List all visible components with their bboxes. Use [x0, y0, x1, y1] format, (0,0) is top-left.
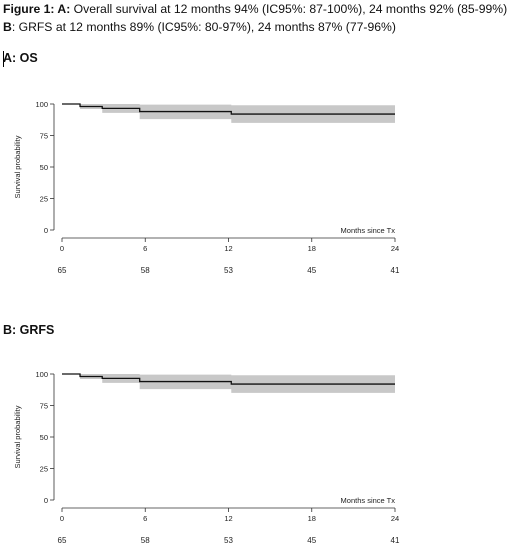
- panel-1-number-at-risk: 53: [224, 536, 233, 545]
- panel-0-number-at-risk: 65: [58, 266, 67, 275]
- panel-1-x-tick-label: 24: [391, 514, 399, 523]
- panel-1-y-tick-label: 25: [40, 465, 48, 474]
- panel-0-survival-line-0: [62, 103, 395, 115]
- panel-1-number-at-risk: 65: [58, 536, 67, 545]
- panel-1-number-at-risk: 41: [391, 536, 400, 545]
- panel-1-y-tick-label: 50: [40, 433, 48, 442]
- panel-1-y-axis-title: Survival probability: [13, 405, 22, 468]
- text-cursor: [3, 51, 4, 67]
- panel-0-x-tick-label: 24: [391, 244, 399, 253]
- panel-1-x-tick-label: 18: [308, 514, 316, 523]
- panel-0-number-at-risk: 53: [224, 266, 233, 275]
- km-chart-os: 0 25 50 75 100 0 6 12 18 24 Survival probability Mo…: [13, 100, 400, 275]
- panel-0-y-tick-label: 25: [40, 195, 48, 204]
- panel-1-survival-line-0: [62, 373, 395, 385]
- panel-title-os: A: OS: [3, 51, 38, 65]
- panel-1-y-tick-label: 100: [35, 370, 48, 379]
- panel-0-number-at-risk: 45: [307, 266, 316, 275]
- panel-1-number-at-risk: 58: [141, 536, 150, 545]
- panel-1-x-axis-title: Months since Tx: [341, 496, 396, 505]
- panel-1-y-tick-label: 0: [44, 496, 48, 505]
- figure-caption-line-2: B: GRFS at 12 months 89% (IC95%: 80-97%)…: [3, 20, 396, 35]
- panel-0-x-tick-label: 18: [308, 244, 316, 253]
- panel-0-y-tick-label: 100: [35, 100, 48, 109]
- caption-2-text: : GRFS at 12 months 89% (IC95%: 80-97%),…: [11, 20, 396, 34]
- figure-caption-line-1: Figure 1: A: Overall survival at 12 mont…: [3, 2, 507, 17]
- panel-0-y-tick-label: 50: [40, 163, 48, 172]
- panel-0-x-tick-label: 0: [60, 244, 64, 253]
- panel-1-ci-band: [62, 374, 395, 393]
- caption-2-bold: B: [3, 20, 12, 34]
- panel-0-y-tick-label: 0: [44, 226, 48, 235]
- caption-1-text: Overall survival at 12 months 94% (IC95%…: [70, 2, 508, 16]
- panel-0-x-axis-title: Months since Tx: [341, 226, 396, 235]
- panel-0-ci-band: [62, 104, 395, 123]
- panel-0-x-tick-label: 12: [224, 244, 232, 253]
- panel-0-number-at-risk: 58: [141, 266, 150, 275]
- panel-1-x-tick-label: 12: [224, 514, 232, 523]
- panel-1-number-at-risk: 45: [307, 536, 316, 545]
- caption-1-bold: Figure 1: A:: [3, 2, 71, 16]
- panel-0-x-tick-label: 6: [143, 244, 147, 253]
- panel-0-number-at-risk: 41: [391, 266, 400, 275]
- panel-1-x-tick-label: 6: [143, 514, 147, 523]
- panel-1-x-tick-label: 0: [60, 514, 64, 523]
- panel-0-y-tick-label: 75: [40, 132, 48, 141]
- panel-1-y-tick-label: 75: [40, 402, 48, 411]
- km-chart-grfs: 0 25 50 75 100 0 6 12 18 24 Survival probability Mo…: [13, 370, 400, 545]
- panel-title-grfs: B: GRFS: [3, 323, 55, 337]
- panel-0-y-axis-title: Survival probability: [13, 135, 22, 198]
